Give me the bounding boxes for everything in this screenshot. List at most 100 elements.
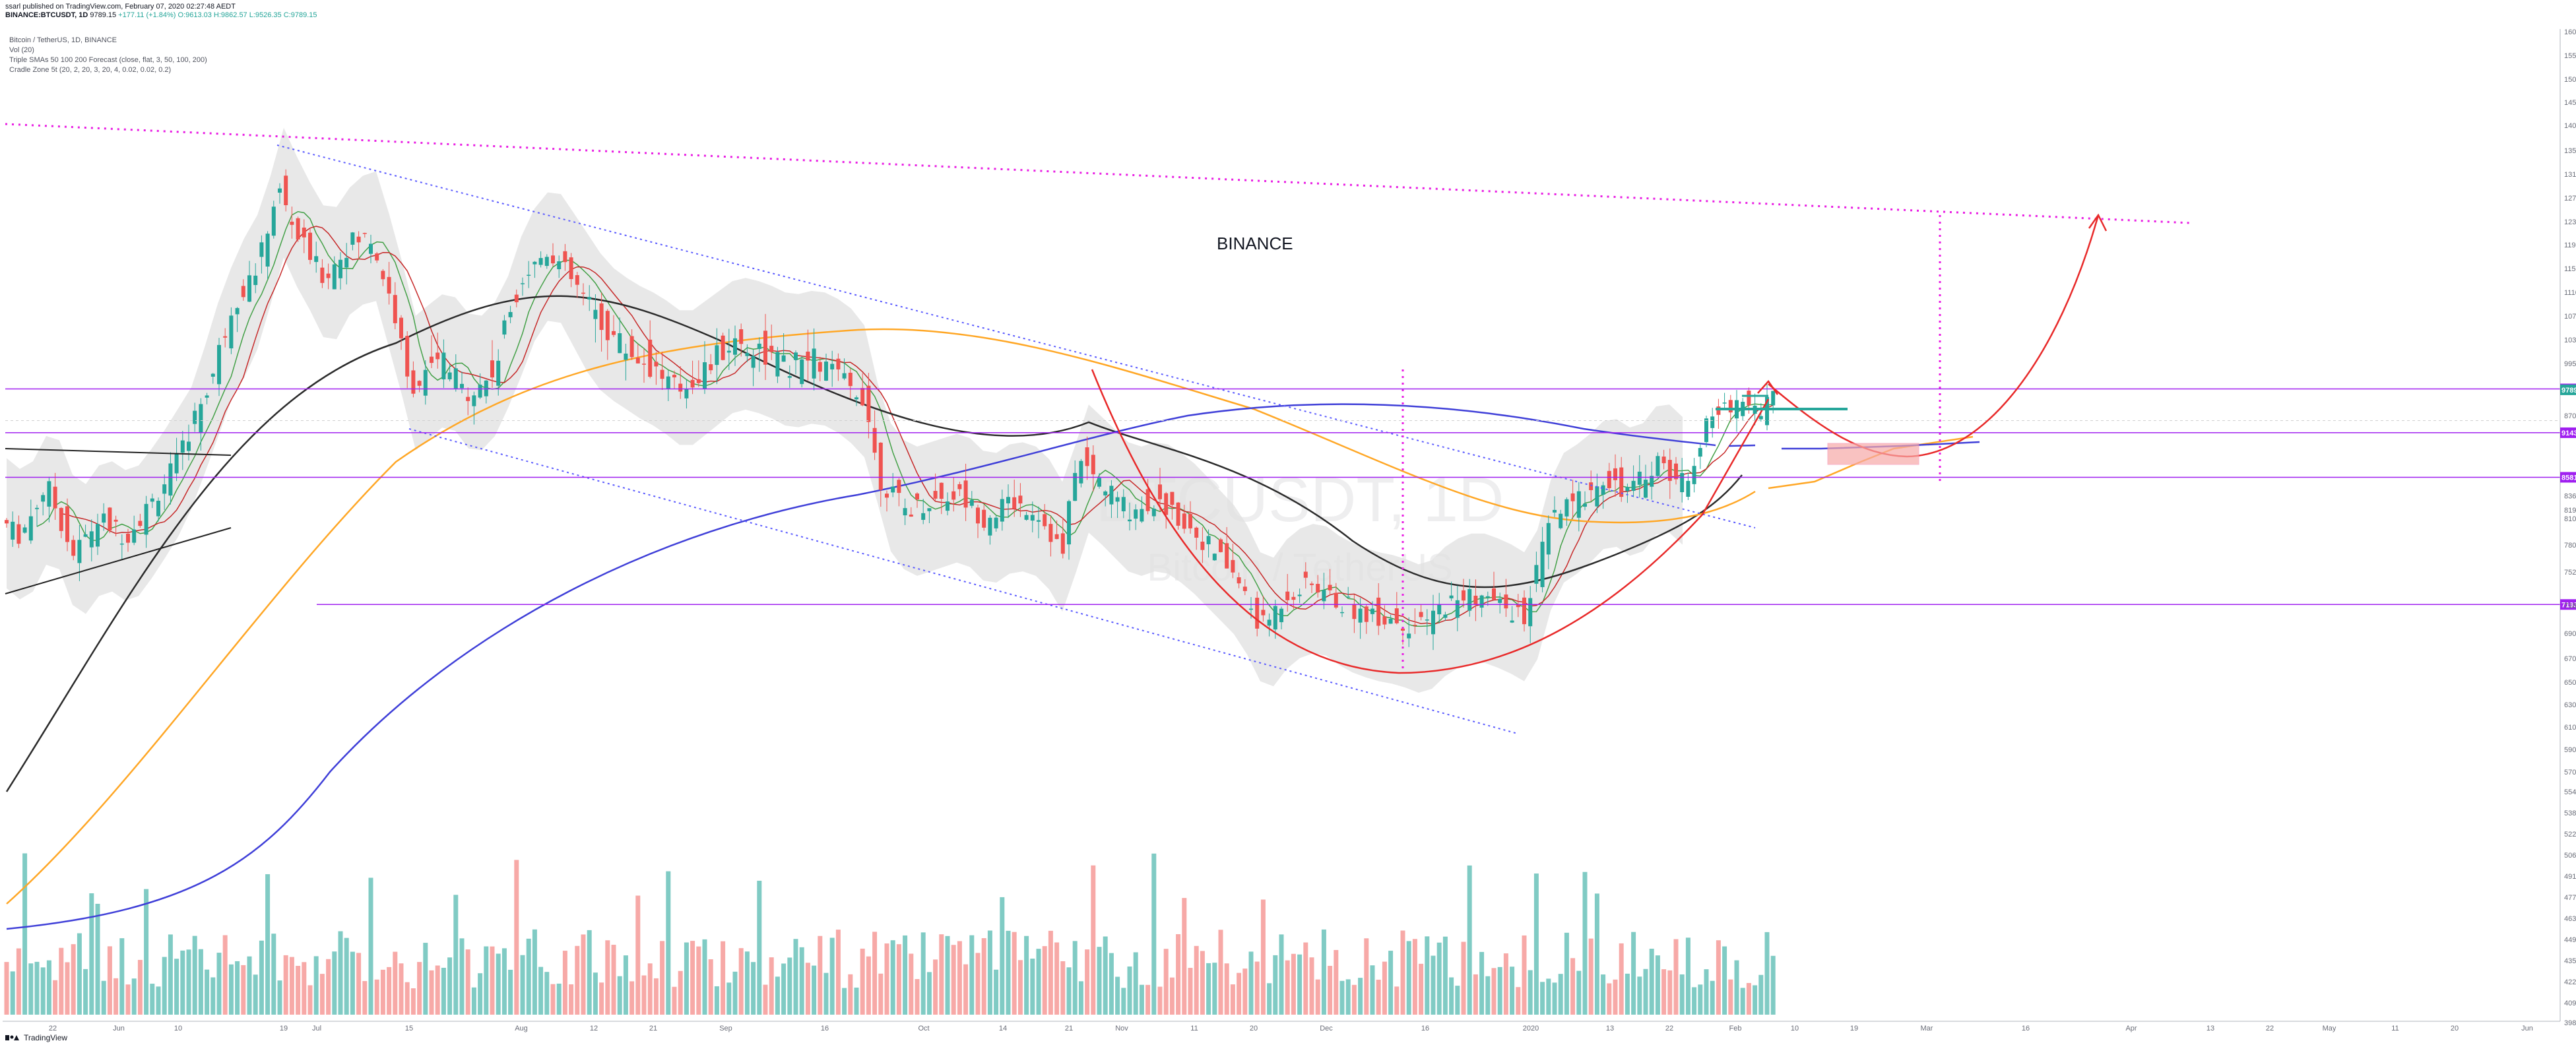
time-tick-label: 20 (1250, 1025, 1258, 1032)
candle-body (53, 486, 57, 509)
volume-bar (672, 986, 677, 1015)
channel-lower-line (408, 428, 1518, 734)
footer-brand[interactable]: TradingView (5, 1033, 67, 1042)
candle-body (417, 381, 422, 386)
volume-bar (271, 934, 276, 1015)
candle-body (1534, 565, 1539, 584)
candle-body (1528, 598, 1533, 627)
volume-bar (775, 976, 780, 1015)
volume-bar (168, 934, 173, 1015)
time-tick-label: 21 (649, 1025, 657, 1032)
candle-body (332, 264, 337, 290)
volume-bar (1334, 949, 1339, 1015)
volume-bar (1242, 968, 1248, 1015)
volume-bar (1006, 930, 1011, 1015)
candle-body (1024, 515, 1029, 520)
price-tick-label: 11900.00 (2564, 241, 2576, 249)
time-tick-label: 22 (49, 1025, 57, 1032)
price-change: +177.11 (+1.84%) (118, 11, 176, 19)
candle-body (168, 463, 173, 496)
indicator-item[interactable]: Vol (20) (9, 46, 34, 54)
candle-body (733, 338, 737, 355)
candle-body (223, 336, 228, 338)
price-tick-label: 11100.00 (2564, 289, 2576, 297)
candle-body (757, 343, 761, 349)
time-tick-label: Apr (2125, 1025, 2137, 1032)
candle-body (102, 513, 106, 523)
volume-bar (1048, 930, 1053, 1015)
price-tick-label: 13500.00 (2564, 147, 2576, 155)
candle-body (690, 379, 695, 388)
volume-bar (350, 951, 355, 1015)
volume-bar (951, 945, 956, 1015)
candle-body (320, 267, 325, 283)
indicator-item[interactable]: Bitcoin / TetherUS, 1D, BINANCE (9, 36, 117, 44)
volume-bar (587, 930, 592, 1015)
volume-bar (1017, 960, 1023, 1015)
volume-bar (307, 985, 313, 1015)
volume-bar (447, 957, 453, 1015)
footer-brand-label: TradingView (24, 1033, 68, 1042)
candle-body (144, 503, 148, 535)
candle-body (1018, 495, 1023, 504)
volume-bar (1479, 951, 1485, 1015)
candle-body (551, 255, 555, 264)
candle-body (1242, 587, 1247, 591)
candle-body (1382, 616, 1387, 625)
volume-bar (939, 934, 944, 1015)
price-tick-label: 8700.00 (2564, 412, 2576, 420)
time-tick-label: Jul (312, 1025, 321, 1032)
volume-bar (1607, 983, 1612, 1015)
volume-bar (769, 957, 774, 1015)
candle-body (1030, 515, 1035, 521)
volume-bar (1315, 979, 1320, 1015)
candle-body (1607, 470, 1611, 488)
candle-body (1364, 606, 1368, 622)
volume-bar (915, 979, 920, 1015)
volume-bar (1012, 932, 1017, 1015)
volume-bar (1345, 979, 1351, 1015)
candle-body (502, 320, 507, 335)
candle-body (1140, 509, 1144, 522)
volume-bar (933, 959, 938, 1015)
volume-bar (884, 943, 889, 1015)
candle-body (1510, 620, 1514, 623)
volume-bar (1540, 982, 1545, 1015)
candle-body (430, 356, 434, 364)
candle-body (745, 352, 750, 356)
volume-bar (702, 939, 707, 1015)
volume-bar (119, 938, 125, 1015)
price-tick-label: 5220.00 (2564, 831, 2576, 839)
candle-body (1012, 497, 1017, 509)
volume-bar (235, 961, 240, 1015)
candle-body (891, 486, 895, 493)
volume-bar (65, 962, 70, 1015)
volume-bar (1649, 949, 1654, 1015)
volume-bar (1497, 967, 1502, 1015)
volume-bar (478, 973, 483, 1015)
volume-bar (1710, 980, 1715, 1015)
volume-bar (1121, 988, 1126, 1015)
candle-body (751, 356, 756, 368)
volume-bar (1570, 958, 1576, 1015)
candle-body (1680, 472, 1685, 493)
volume-bar (1188, 968, 1193, 1015)
candle-body (1048, 524, 1053, 542)
candle-body (1310, 583, 1314, 585)
time-tick-label: 15 (405, 1025, 413, 1032)
indicator-item[interactable]: Triple SMAs 50 100 200 Forecast (close, … (9, 56, 207, 64)
indicator-item[interactable]: Cradle Zone 5t (20, 2, 20, 3, 20, 4, 0.0… (9, 66, 172, 74)
price-tick-label: 10700.00 (2564, 313, 2576, 321)
candle-body (119, 543, 124, 545)
projection-arrow-icon (2088, 213, 2108, 232)
volume-bar (623, 955, 628, 1015)
candle-body (253, 275, 258, 286)
volume-bar (635, 895, 641, 1015)
time-tick-label: May (2323, 1025, 2336, 1032)
candle-body (1595, 486, 1599, 507)
candle-body (229, 315, 234, 349)
chart-header: ssarl published on TradingView.com, Febr… (5, 3, 317, 20)
price-tag-label: 7193.78 (2561, 601, 2576, 609)
candle-body (156, 501, 160, 517)
